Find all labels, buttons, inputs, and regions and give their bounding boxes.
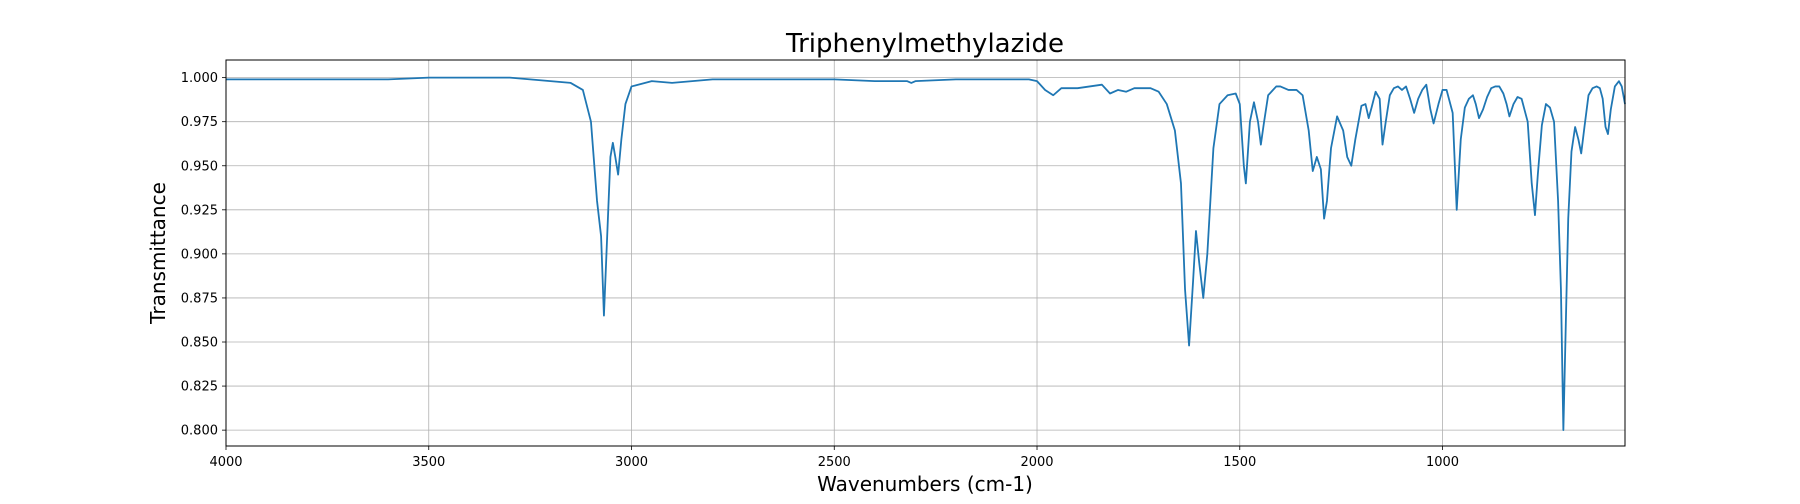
y-tick-label: 0.975 xyxy=(181,115,218,130)
plot-frame xyxy=(225,59,1626,447)
grid-lines xyxy=(225,60,1625,446)
series-layer xyxy=(226,76,1626,432)
y-tick-label: 0.800 xyxy=(181,424,218,439)
x-tick-label: 1000 xyxy=(1426,455,1459,470)
y-tick-label: 0.950 xyxy=(181,159,218,174)
x-tick-label: 1500 xyxy=(1223,455,1256,470)
x-tick-label: 2000 xyxy=(1020,455,1053,470)
x-tick-label: 4000 xyxy=(209,455,242,470)
x-axis-ticks: 4000 3500 3000 2500 2000 1500 1000 xyxy=(209,446,1459,470)
y-tick-label: 0.850 xyxy=(181,336,218,351)
y-tick-label: 0.825 xyxy=(181,380,218,395)
y-axis-ticks: 0.800 0.825 0.850 0.875 0.900 0.925 0.950 0.975… xyxy=(181,71,226,439)
y-tick-label: 0.925 xyxy=(181,203,218,218)
spectrum-line xyxy=(226,76,1626,432)
y-tick-label: 0.875 xyxy=(181,291,218,306)
y-tick-label: 1.000 xyxy=(181,71,218,86)
x-tick-label: 3000 xyxy=(615,455,648,470)
x-axis-label: Wavenumbers (cm-1) xyxy=(817,472,1033,496)
x-tick-label: 2500 xyxy=(818,455,851,470)
chart-title: Triphenylmethylazide xyxy=(785,29,1064,59)
y-tick-label: 0.900 xyxy=(181,247,218,262)
y-axis-label: Transmittance xyxy=(146,182,170,325)
x-tick-label: 3500 xyxy=(412,455,445,470)
